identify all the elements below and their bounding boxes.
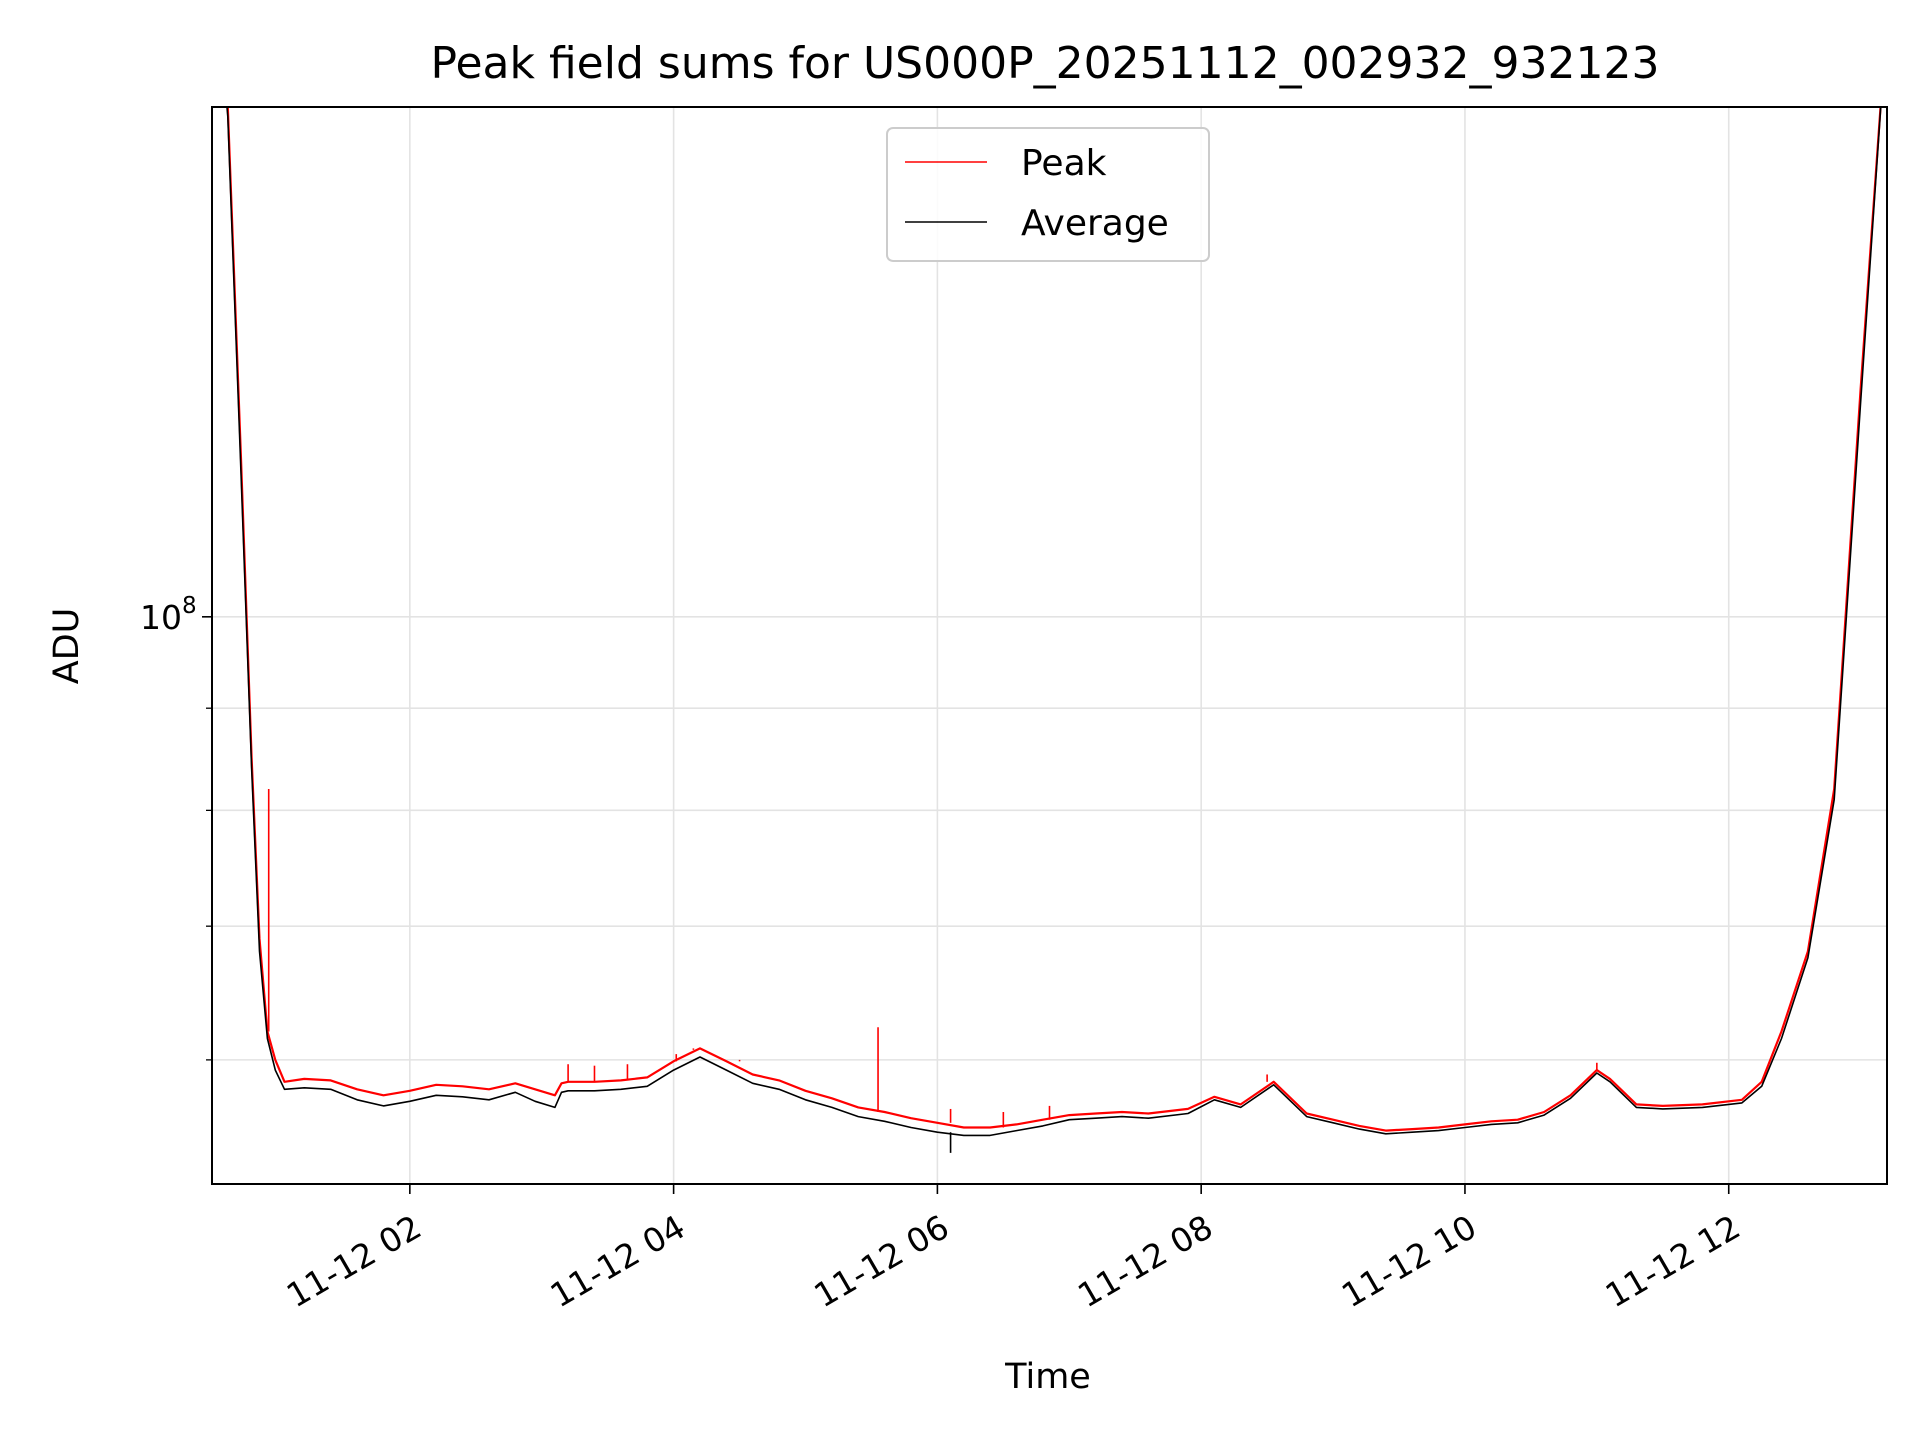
series-line-peak <box>226 107 1882 1132</box>
y-axis-ticks: 10 8 <box>140 593 212 1061</box>
chart-title: Peak field sums for US000P_20251112_0029… <box>431 38 1660 89</box>
y-tick-exponent: 8 <box>182 593 197 619</box>
plot-frame <box>211 106 1888 1185</box>
legend: Peak Average <box>886 127 1210 262</box>
x-axis-label: Time <box>1004 1357 1091 1397</box>
legend-peak-label: Peak <box>1021 143 1107 184</box>
y-axis-label: ADU <box>47 608 87 685</box>
y-tick-label: 10 <box>140 598 182 637</box>
legend-average-label: Average <box>1021 203 1169 244</box>
series-group <box>226 107 1882 1153</box>
gridlines <box>212 107 1887 1184</box>
